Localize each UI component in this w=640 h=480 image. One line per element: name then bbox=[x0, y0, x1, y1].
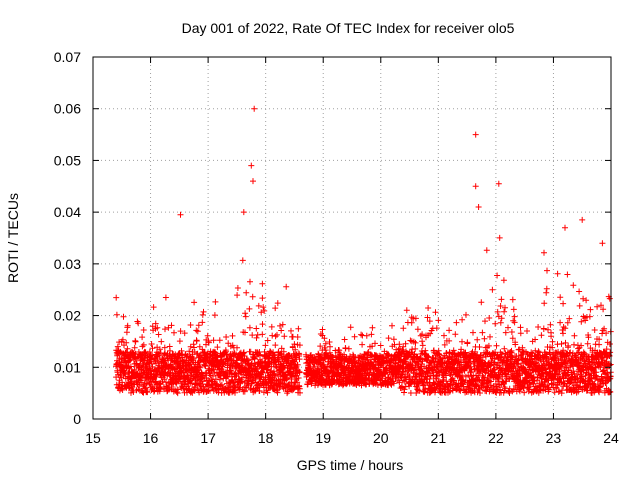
x-tick-label: 20 bbox=[373, 430, 389, 446]
x-tick-label: 17 bbox=[200, 430, 216, 446]
grid-lines bbox=[93, 57, 611, 419]
y-tick-label: 0 bbox=[73, 411, 81, 427]
y-axis-label: ROTI / TECUs bbox=[5, 193, 21, 283]
y-tick-label: 0.02 bbox=[54, 308, 81, 324]
x-tick-label: 23 bbox=[546, 430, 562, 446]
y-tick-label: 0.05 bbox=[54, 152, 81, 168]
x-tick-label: 18 bbox=[258, 430, 274, 446]
x-axis-label: GPS time / hours bbox=[297, 457, 404, 473]
y-tick-label: 0.07 bbox=[54, 49, 81, 65]
y-tick-label: 0.04 bbox=[54, 204, 81, 220]
plot-frame bbox=[92, 56, 612, 420]
x-tick-labels: 15 16 17 18 19 20 21 22 23 24 bbox=[85, 430, 619, 446]
chart-title: Day 001 of 2022, Rate Of TEC Index for r… bbox=[182, 20, 515, 36]
x-tick-label: 16 bbox=[143, 430, 159, 446]
x-tick-label: 22 bbox=[488, 430, 504, 446]
y-tick-label: 0.01 bbox=[54, 359, 81, 375]
y-tick-labels: 0 0.01 0.02 0.03 0.04 0.05 0.06 0.07 bbox=[54, 49, 81, 427]
x-tick-label: 21 bbox=[431, 430, 447, 446]
data-points bbox=[113, 105, 614, 397]
x-tick-label: 24 bbox=[603, 430, 619, 446]
y-tick-label: 0.03 bbox=[54, 256, 81, 272]
x-tick-label: 15 bbox=[85, 430, 101, 446]
x-tick-label: 19 bbox=[315, 430, 331, 446]
y-tick-label: 0.06 bbox=[54, 101, 81, 117]
roti-point-markers bbox=[113, 105, 614, 397]
axis-ticks bbox=[92, 56, 612, 420]
